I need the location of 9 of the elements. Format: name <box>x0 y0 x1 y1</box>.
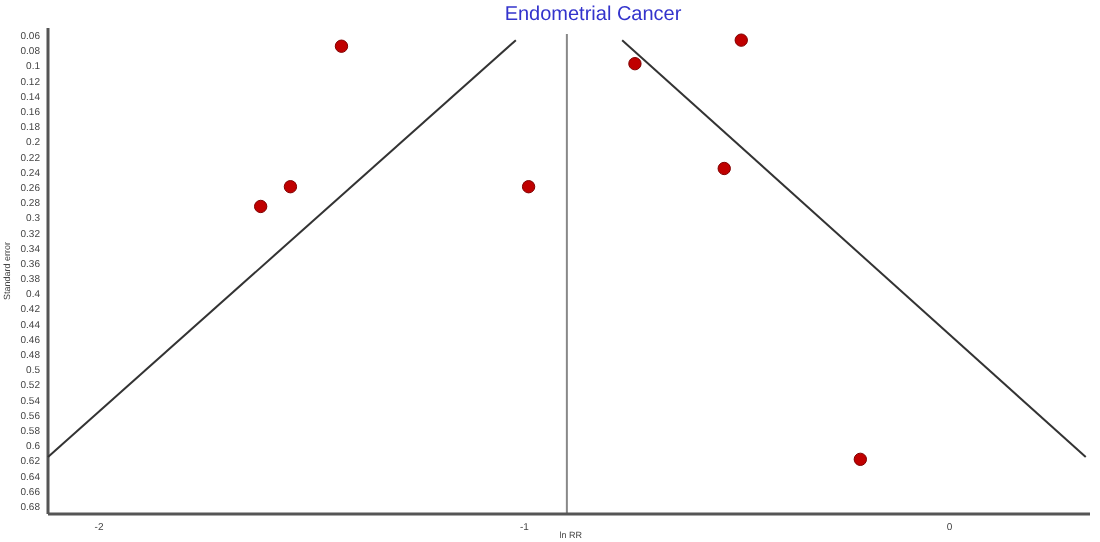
point <box>628 57 642 71</box>
point <box>253 199 268 214</box>
point <box>853 452 868 466</box>
chart-title: Endometrial Cancer <box>504 4 683 26</box>
point <box>283 180 298 194</box>
point <box>334 39 349 53</box>
point <box>717 161 731 176</box>
point <box>734 33 748 47</box>
point <box>521 180 536 194</box>
